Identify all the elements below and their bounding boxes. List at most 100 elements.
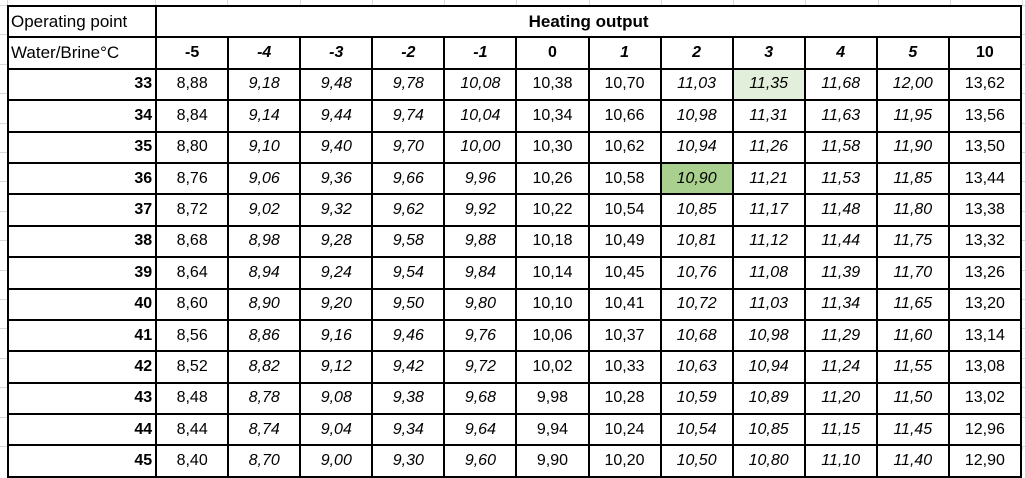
cell-37-5[interactable]: 11,80 [875,193,950,227]
cell-33--3[interactable]: 9,48 [299,67,374,102]
cell-36-3[interactable]: 11,21 [731,161,806,196]
cell-38--3[interactable]: 9,28 [299,224,374,259]
cell-44-5[interactable]: 11,45 [875,413,950,447]
cell-34--5[interactable]: 8,84 [155,99,230,133]
row-header-33[interactable]: 33 [6,67,158,102]
cell-41--1[interactable]: 9,76 [443,318,518,353]
cell-37-10[interactable]: 13,38 [947,193,1023,227]
cell-39--2[interactable]: 9,54 [371,256,446,290]
cell-41--3[interactable]: 9,16 [299,318,374,353]
cell-44--5[interactable]: 8,44 [155,413,230,447]
row-header-43[interactable]: 43 [6,381,158,416]
cell-41--2[interactable]: 9,46 [371,318,446,353]
cell-43-2[interactable]: 10,59 [659,381,734,416]
cell-36-10[interactable]: 13,44 [947,161,1023,196]
cell-37-0[interactable]: 10,22 [515,193,590,227]
cell-42--3[interactable]: 9,12 [299,350,374,384]
row-header-39[interactable]: 39 [6,256,158,290]
cell-36-0[interactable]: 10,26 [515,161,590,196]
cell-43--5[interactable]: 8,48 [155,381,230,416]
operating-point-cell[interactable]: Operating point [6,4,158,39]
cell-37--3[interactable]: 9,32 [299,193,374,227]
cell-44--1[interactable]: 9,64 [443,413,518,447]
cell-35-1[interactable]: 10,62 [587,130,662,164]
cell-40-5[interactable]: 11,65 [875,287,950,321]
cell-34--2[interactable]: 9,74 [371,99,446,133]
cell-33-5[interactable]: 12,00 [875,67,950,102]
cell-42--5[interactable]: 8,52 [155,350,230,384]
cell-38-10[interactable]: 13,32 [947,224,1023,259]
cell-42-2[interactable]: 10,63 [659,350,734,384]
cell-45-3[interactable]: 10,80 [731,444,806,478]
cell-38--2[interactable]: 9,58 [371,224,446,259]
cell-42--2[interactable]: 9,42 [371,350,446,384]
cell-45-2[interactable]: 10,50 [659,444,734,478]
row-header-41[interactable]: 41 [6,318,158,353]
cell-44-2[interactable]: 10,54 [659,413,734,447]
cell-39--1[interactable]: 9,84 [443,256,518,290]
cell-35-10[interactable]: 13,50 [947,130,1023,164]
cell-44-10[interactable]: 12,96 [947,413,1023,447]
cell-43-4[interactable]: 11,20 [803,381,878,416]
cell-45-0[interactable]: 9,90 [515,444,590,478]
cell-33--1[interactable]: 10,08 [443,67,518,102]
cell-37-1[interactable]: 10,54 [587,193,662,227]
cell-37--1[interactable]: 9,92 [443,193,518,227]
cell-33-4[interactable]: 11,68 [803,67,878,102]
cell-43--4[interactable]: 8,78 [227,381,302,416]
cell-40-0[interactable]: 10,10 [515,287,590,321]
cell-34-2[interactable]: 10,98 [659,99,734,133]
cell-34-4[interactable]: 11,63 [803,99,878,133]
cell-45--4[interactable]: 8,70 [227,444,302,478]
cell-39--4[interactable]: 8,94 [227,256,302,290]
cell-33--2[interactable]: 9,78 [371,67,446,102]
cell-44--4[interactable]: 8,74 [227,413,302,447]
cell-44-0[interactable]: 9,94 [515,413,590,447]
cell-40--1[interactable]: 9,80 [443,287,518,321]
heating-output-title-cell[interactable]: Heating output [155,4,1022,39]
row-header-45[interactable]: 45 [6,444,158,478]
cell-37--5[interactable]: 8,72 [155,193,230,227]
cell-40-2[interactable]: 10,72 [659,287,734,321]
cell-33-0[interactable]: 10,38 [515,67,590,102]
cell-40-1[interactable]: 10,41 [587,287,662,321]
cell-43--2[interactable]: 9,38 [371,381,446,416]
cell-40-10[interactable]: 13,20 [947,287,1023,321]
cell-41--5[interactable]: 8,56 [155,318,230,353]
cell-38--4[interactable]: 8,98 [227,224,302,259]
cell-40-4[interactable]: 11,34 [803,287,878,321]
cell-43--1[interactable]: 9,68 [443,381,518,416]
cell-42-5[interactable]: 11,55 [875,350,950,384]
cell-33-2[interactable]: 11,03 [659,67,734,102]
cell-41-0[interactable]: 10,06 [515,318,590,353]
cell-35--4[interactable]: 9,10 [227,130,302,164]
cell-41-5[interactable]: 11,60 [875,318,950,353]
cell-36--2[interactable]: 9,66 [371,161,446,196]
cell-42-1[interactable]: 10,33 [587,350,662,384]
cell-36--5[interactable]: 8,76 [155,161,230,196]
cell-44--3[interactable]: 9,04 [299,413,374,447]
cell-36-2[interactable]: 10,90 [659,161,734,196]
cell-41-10[interactable]: 13,14 [947,318,1023,353]
water-brine-axis-cell[interactable]: Water/Brine°C [6,36,158,70]
row-header-44[interactable]: 44 [6,413,158,447]
cell-40--3[interactable]: 9,20 [299,287,374,321]
cell-42-3[interactable]: 10,94 [731,350,806,384]
cell-45--2[interactable]: 9,30 [371,444,446,478]
cell-36-5[interactable]: 11,85 [875,161,950,196]
cell-42--4[interactable]: 8,82 [227,350,302,384]
cell-45--3[interactable]: 9,00 [299,444,374,478]
cell-33--5[interactable]: 8,88 [155,67,230,102]
cell-45-4[interactable]: 11,10 [803,444,878,478]
cell-42-4[interactable]: 11,24 [803,350,878,384]
cell-34-5[interactable]: 11,95 [875,99,950,133]
cell-36-1[interactable]: 10,58 [587,161,662,196]
cell-35--3[interactable]: 9,40 [299,130,374,164]
cell-37--2[interactable]: 9,62 [371,193,446,227]
cell-33--4[interactable]: 9,18 [227,67,302,102]
col-header-4[interactable]: 4 [803,36,878,70]
cell-34-10[interactable]: 13,56 [947,99,1023,133]
cell-37--4[interactable]: 9,02 [227,193,302,227]
cell-34-1[interactable]: 10,66 [587,99,662,133]
row-header-36[interactable]: 36 [6,161,158,196]
